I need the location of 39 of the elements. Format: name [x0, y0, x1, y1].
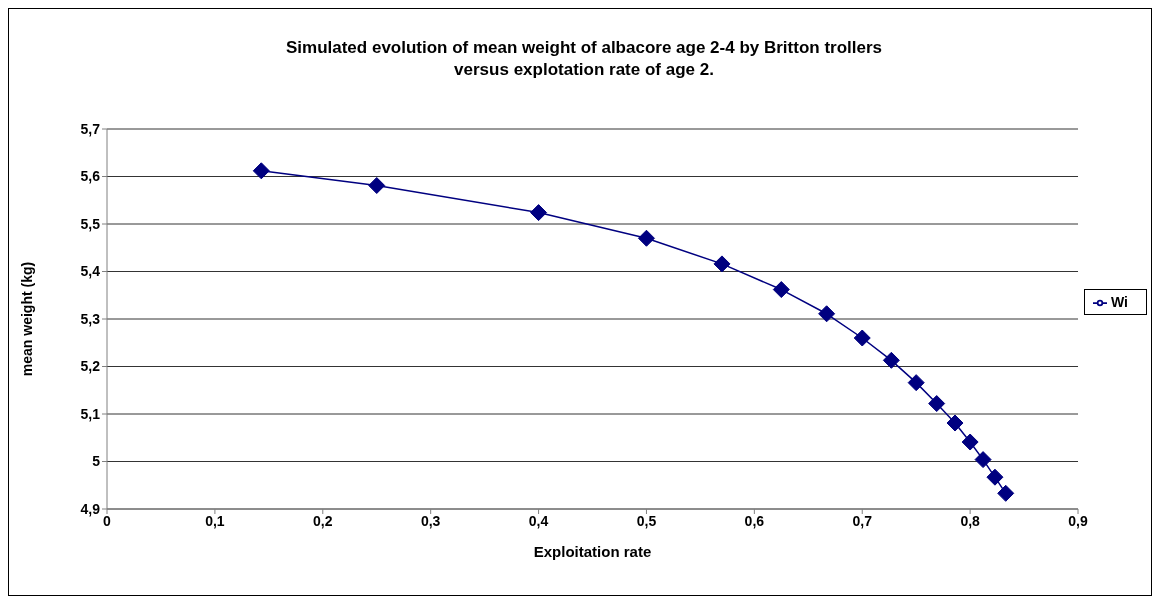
- point: [252, 162, 270, 180]
- y-tick-label: 5,2: [80, 358, 101, 375]
- x-tick-label: 0,7: [852, 512, 873, 529]
- legend-label: Wi: [1111, 293, 1128, 310]
- y-tick-label: 5,6: [80, 168, 101, 185]
- y-tick-label: 5,5: [80, 215, 101, 232]
- x-tick-label: 0: [103, 512, 112, 529]
- point: [974, 451, 992, 469]
- point: [368, 177, 386, 195]
- point: [818, 305, 836, 323]
- y-axis-title: mean weight (kg): [18, 261, 35, 377]
- y-tick-label: 5,1: [80, 405, 101, 422]
- x-tick-label: 0,1: [205, 512, 225, 529]
- point: [907, 374, 925, 392]
- x-tick-label: 0,3: [420, 512, 441, 529]
- y-tick-label: 5,4: [80, 263, 101, 280]
- point: [637, 229, 655, 247]
- point: [946, 414, 964, 432]
- y-tick-label: 5,7: [80, 120, 101, 137]
- point: [772, 281, 790, 299]
- x-axis-title: Exploitation rate: [533, 543, 652, 560]
- point: [986, 468, 1004, 486]
- x-tick-label: 0,5: [636, 512, 657, 529]
- point: [882, 351, 900, 369]
- point: [853, 329, 871, 347]
- point: [997, 484, 1015, 502]
- x-tick-label: 0,2: [313, 512, 333, 529]
- point: [961, 433, 979, 451]
- y-tick-label: 4,9: [80, 500, 101, 517]
- point: [713, 255, 731, 273]
- y-tick-label: 5,3: [80, 310, 101, 327]
- x-tick-label: 0,4: [528, 512, 549, 529]
- point: [928, 395, 946, 413]
- x-tick-label: 0,8: [960, 512, 981, 529]
- x-tick-label: 0,6: [744, 512, 765, 529]
- chart-title: Simulated evolution of mean weight of albacore age 2-4 by Britton trollers versus explotation rate of age 2.: [284, 37, 883, 81]
- y-tick-label: 5: [92, 453, 101, 470]
- x-tick-label: 0,9: [1068, 512, 1088, 529]
- point: [530, 204, 548, 222]
